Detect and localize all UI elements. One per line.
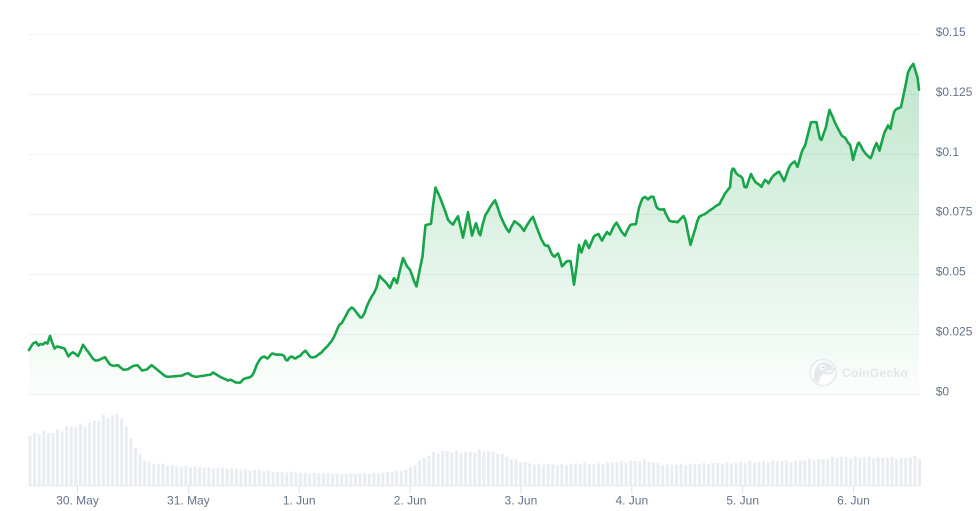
svg-text:4. Jun: 4. Jun: [615, 494, 648, 508]
svg-text:5. Jun: 5. Jun: [726, 494, 759, 508]
svg-text:$0.025: $0.025: [936, 325, 973, 339]
svg-text:$0.125: $0.125: [936, 85, 973, 99]
svg-text:$0.075: $0.075: [936, 205, 973, 219]
svg-text:30. May: 30. May: [56, 494, 99, 508]
svg-text:$0.05: $0.05: [936, 265, 966, 279]
svg-text:$0: $0: [936, 385, 950, 399]
svg-text:$0.15: $0.15: [936, 25, 966, 39]
svg-text:CoinGecko: CoinGecko: [842, 366, 908, 380]
svg-text:6. Jun: 6. Jun: [837, 494, 870, 508]
svg-text:$0.1: $0.1: [936, 145, 960, 159]
svg-text:3. Jun: 3. Jun: [505, 494, 538, 508]
svg-text:2. Jun: 2. Jun: [394, 494, 427, 508]
svg-text:31. May: 31. May: [167, 494, 210, 508]
svg-text:1. Jun: 1. Jun: [283, 494, 316, 508]
